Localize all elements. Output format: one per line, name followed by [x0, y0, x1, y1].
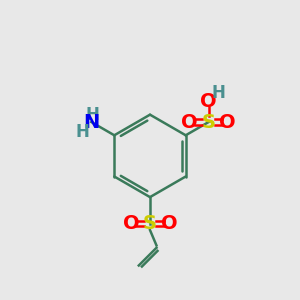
Text: O: O [200, 92, 217, 111]
Text: N: N [83, 112, 100, 131]
Text: O: O [122, 214, 139, 233]
Text: H: H [86, 106, 100, 124]
Text: S: S [143, 214, 157, 233]
Text: O: O [181, 112, 198, 131]
Text: O: O [220, 112, 236, 131]
Text: S: S [202, 112, 216, 131]
Text: H: H [211, 84, 225, 102]
Text: O: O [161, 214, 178, 233]
Text: H: H [76, 123, 89, 141]
